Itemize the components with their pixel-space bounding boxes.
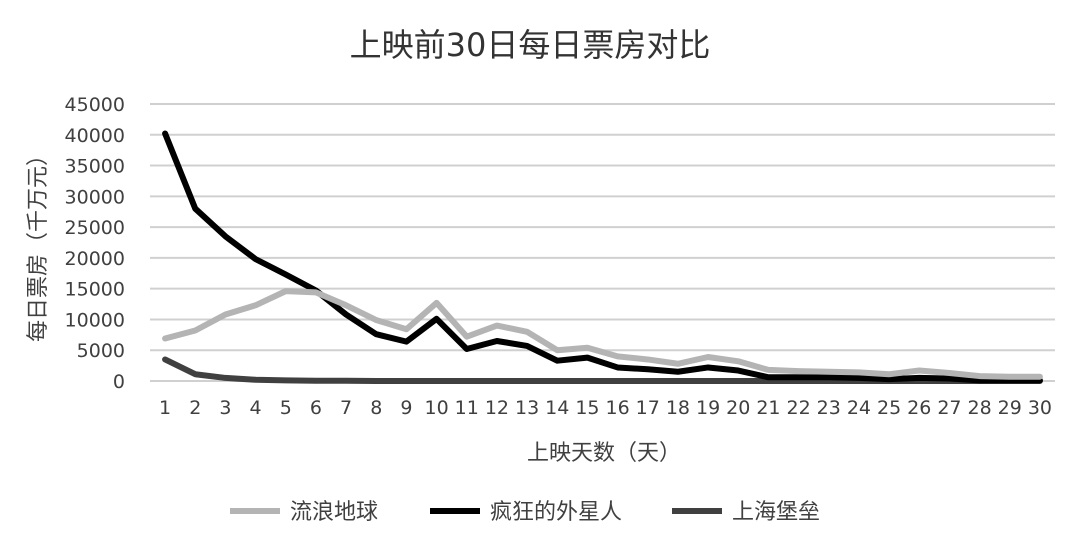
- x-tick-label: 30: [1028, 397, 1052, 419]
- y-tick-label: 35000: [65, 156, 125, 178]
- x-tick-label: 20: [726, 397, 750, 419]
- y-tick-label: 20000: [65, 248, 125, 270]
- y-tick-label: 10000: [65, 309, 125, 331]
- legend-label: 疯狂的外星人: [490, 500, 622, 525]
- series-lines: [162, 130, 1043, 384]
- y-tick-label: 40000: [65, 125, 125, 147]
- x-axis-label: 上映天数（天）: [527, 441, 681, 466]
- x-tick-label: 11: [455, 397, 479, 419]
- x-tick-label: 26: [907, 397, 931, 419]
- series-line: [162, 130, 1043, 384]
- y-tick-label: 45000: [65, 94, 125, 116]
- x-tick-label: 10: [424, 397, 448, 419]
- x-tick-label: 15: [575, 397, 599, 419]
- y-tick-labels: 0 5000 10000 15000 20000 25000 30000 35000 40000…: [65, 94, 125, 393]
- x-tick-label: 29: [998, 397, 1022, 419]
- x-tick-label: 7: [340, 397, 352, 419]
- x-tick-label: 3: [219, 397, 231, 419]
- legend-label: 上海堡垒: [732, 500, 820, 525]
- legend-label: 流浪地球: [290, 500, 378, 525]
- y-tick-label: 25000: [65, 217, 125, 239]
- x-tick-label: 21: [756, 397, 780, 419]
- y-tick-label: 15000: [65, 279, 125, 301]
- x-tick-label: 1: [159, 397, 171, 419]
- x-tick-labels: 1 2 3 4 5 6 7 8 9 10 11 12 13 14 15 16 17 18 19 20 21 22 23 24 2…: [159, 397, 1052, 419]
- x-tick-label: 2: [189, 397, 201, 419]
- x-tick-label: 19: [696, 397, 720, 419]
- x-tick-label: 4: [250, 397, 262, 419]
- x-tick-label: 5: [280, 397, 292, 419]
- x-tick-label: 14: [545, 397, 569, 419]
- series-line: [162, 288, 1043, 380]
- x-tick-label: 6: [310, 397, 322, 419]
- x-tick-label: 18: [666, 397, 690, 419]
- x-tick-label: 9: [400, 397, 412, 419]
- y-tick-label: 5000: [77, 340, 125, 362]
- chart-title: 上映前30日每日票房对比: [350, 26, 711, 64]
- legend: 流浪地球 疯狂的外星人 上海堡垒: [230, 500, 820, 525]
- x-tick-label: 8: [370, 397, 382, 419]
- x-tick-label: 22: [786, 397, 810, 419]
- gridlines: [150, 103, 1055, 382]
- y-tick-label: 0: [113, 371, 125, 393]
- x-tick-label: 27: [937, 397, 961, 419]
- x-tick-label: 24: [847, 397, 871, 419]
- x-tick-label: 25: [877, 397, 901, 419]
- x-tick-label: 17: [636, 397, 660, 419]
- y-axis-label: 每日票房（千万元）: [26, 144, 51, 342]
- x-tick-label: 13: [515, 397, 539, 419]
- x-tick-label: 28: [967, 397, 991, 419]
- x-tick-label: 23: [817, 397, 841, 419]
- x-tick-label: 16: [605, 397, 629, 419]
- x-tick-label: 12: [485, 397, 509, 419]
- y-tick-label: 30000: [65, 186, 125, 208]
